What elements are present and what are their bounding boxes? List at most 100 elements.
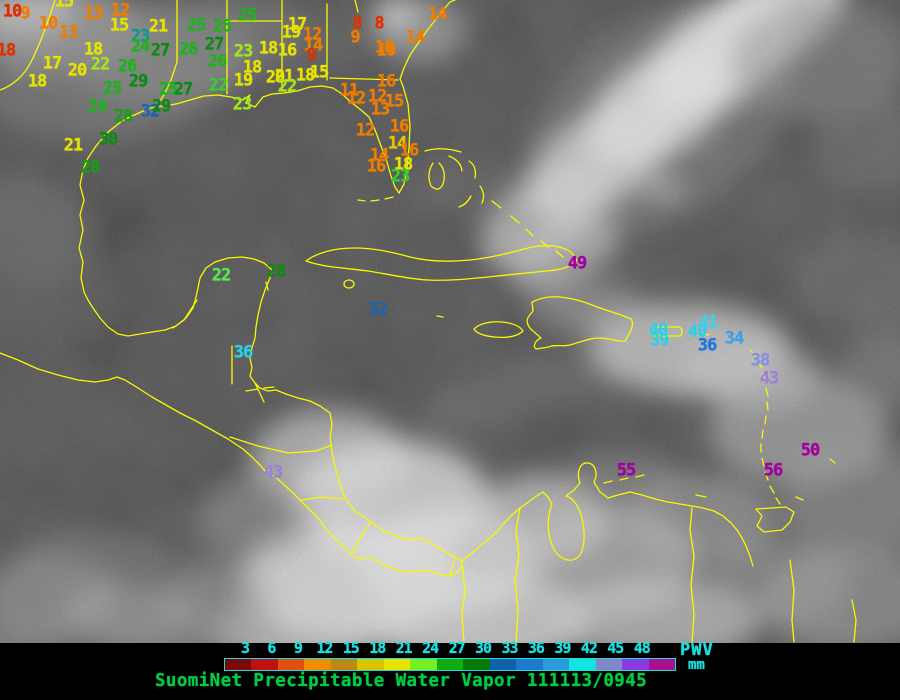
- bahamas: [424, 148, 564, 258]
- coast-pacific: [0, 352, 463, 577]
- station-pwv-value: 25: [158, 79, 179, 100]
- coast-south-america: [461, 462, 754, 567]
- station-pwv-value: 10: [2, 1, 23, 22]
- station-pwv-value: 21: [274, 66, 295, 87]
- station-pwv-value: 9: [20, 3, 30, 24]
- station-pwv-value: 9: [306, 45, 316, 66]
- station-pwv-value: 25: [212, 16, 233, 37]
- station-pwv-value: 12: [346, 88, 367, 109]
- station-pwv-value: 12: [367, 86, 388, 107]
- colorbar-tick: 36: [527, 639, 545, 657]
- colorbar-tick: 3: [240, 639, 250, 657]
- colorbar-tick-labels: 3 6 9 12 15 18 21 24 27 30 33 36 39 42 45 48: [0, 639, 900, 657]
- station-pwv-value: 20: [265, 67, 286, 88]
- station-pwv-value: 20: [67, 60, 88, 81]
- station-pwv-value: 18: [242, 57, 263, 78]
- station-pwv-value: 23: [232, 94, 253, 115]
- station-pwv-value: 25: [102, 78, 123, 99]
- florida-keys: [357, 196, 394, 202]
- hispaniola: [526, 296, 634, 350]
- coast-florida-east: [398, 0, 456, 194]
- station-pwv-value: 49: [567, 253, 588, 274]
- colorbar-tick: 30: [475, 639, 492, 657]
- colorbar-segment: [622, 659, 649, 670]
- station-pwv-value: 29: [128, 71, 149, 92]
- colorbar-tick: 6: [267, 639, 276, 657]
- colorbar-segment: [383, 659, 411, 670]
- colorbar-segment: [330, 659, 358, 670]
- station-pwv-value: 22: [208, 75, 229, 96]
- colorbar-tick: 48: [633, 639, 651, 657]
- station-pwv-value: 17: [287, 14, 308, 35]
- jamaica: [473, 321, 524, 338]
- station-pwv-value: 22: [90, 54, 111, 75]
- station-pwv-value: 38: [750, 350, 771, 371]
- cuba: [305, 245, 578, 281]
- colorbar-tick: 21: [395, 639, 413, 657]
- colorbar-segment: [225, 659, 252, 670]
- station-pwv-value: 14: [427, 4, 448, 25]
- station-pwv-value: 32: [368, 299, 389, 320]
- station-pwv-value: 27: [173, 79, 194, 100]
- station-pwv-value: 22: [211, 265, 232, 286]
- station-pwv-value: 36: [233, 342, 254, 363]
- station-pwv-value: 25: [237, 5, 258, 26]
- colorbar-tick: 15: [342, 639, 360, 657]
- station-pwv-value: 15: [384, 91, 405, 112]
- station-pwv-value: 24: [87, 96, 108, 117]
- station-pwv-value: 23: [233, 41, 254, 62]
- lesser-antilles: [245, 281, 836, 505]
- station-pwv-value: 12: [302, 24, 323, 45]
- central-america-borders: [172, 299, 456, 576]
- colorbar-segment: [569, 659, 596, 670]
- station-pwv-value: 14: [303, 35, 324, 56]
- colorbar-segment: [436, 659, 464, 670]
- station-pwv-value: 19: [281, 22, 302, 43]
- station-pwv-value: 10: [376, 40, 397, 61]
- colorbar-tick: 9: [293, 639, 303, 657]
- station-pwv-value: 12: [355, 120, 376, 141]
- station-pwv-value: 43: [263, 462, 284, 483]
- rio-grande: [0, 0, 56, 91]
- colorbar-tick: 12: [316, 639, 333, 657]
- station-pwv-value: 11: [339, 80, 360, 101]
- station-pwv-value: 19: [233, 70, 254, 91]
- station-pwv-value: 36: [697, 335, 718, 356]
- pwv-colorbar: [224, 658, 676, 671]
- colorbar-tick: 39: [554, 639, 571, 657]
- station-pwv-value: 15: [109, 15, 130, 36]
- station-pwv-value: 28: [80, 157, 101, 178]
- colorbar-segment: [357, 659, 384, 670]
- colorbar-tick: 33: [501, 639, 518, 657]
- colorbar-segment: [277, 659, 305, 670]
- colorbar-unit-label: PWV: [680, 640, 714, 660]
- station-pwv-value: 23: [130, 26, 151, 47]
- station-pwv-value: 40: [648, 320, 669, 341]
- station-pwv-value: 16: [277, 40, 298, 61]
- colorbar-segment: [648, 659, 675, 670]
- station-pwv-value: 18: [83, 39, 104, 60]
- station-pwv-value: 18: [27, 71, 48, 92]
- puerto-rico: [651, 326, 683, 337]
- satellite-imagery: [0, 0, 900, 643]
- station-pwv-value: 26: [207, 51, 228, 72]
- station-pwv-value: 15: [309, 62, 330, 83]
- colorbar-tick: 42: [580, 639, 598, 657]
- colorbar-segment: [304, 659, 331, 670]
- station-pwv-value: 18: [295, 65, 316, 86]
- station-pwv-value: 25: [186, 15, 207, 36]
- station-pwv-value: 21: [148, 16, 169, 37]
- colorbar-tick: 24: [422, 639, 439, 657]
- colorbar-segment: [410, 659, 437, 670]
- coast-gulf-north: [149, 85, 400, 194]
- station-pwv-value: 39: [649, 330, 670, 351]
- map-title: SuomiNet Precipitable Water Vapor 111113…: [155, 671, 648, 691]
- station-pwv-value: 14: [387, 133, 408, 154]
- satellite-map: 10 9 15 13 12 10 13 15 18 18 17 20 22 26 18 21 25 25 25 23 2…: [0, 0, 900, 643]
- state-borders: [158, 0, 399, 104]
- station-pwv-value: 13: [58, 22, 79, 43]
- station-pwv-value: 26: [178, 39, 199, 60]
- station-pwv-value: 16: [376, 71, 397, 92]
- station-pwv-value: 16: [399, 140, 420, 161]
- station-pwv-value: 30: [98, 129, 119, 150]
